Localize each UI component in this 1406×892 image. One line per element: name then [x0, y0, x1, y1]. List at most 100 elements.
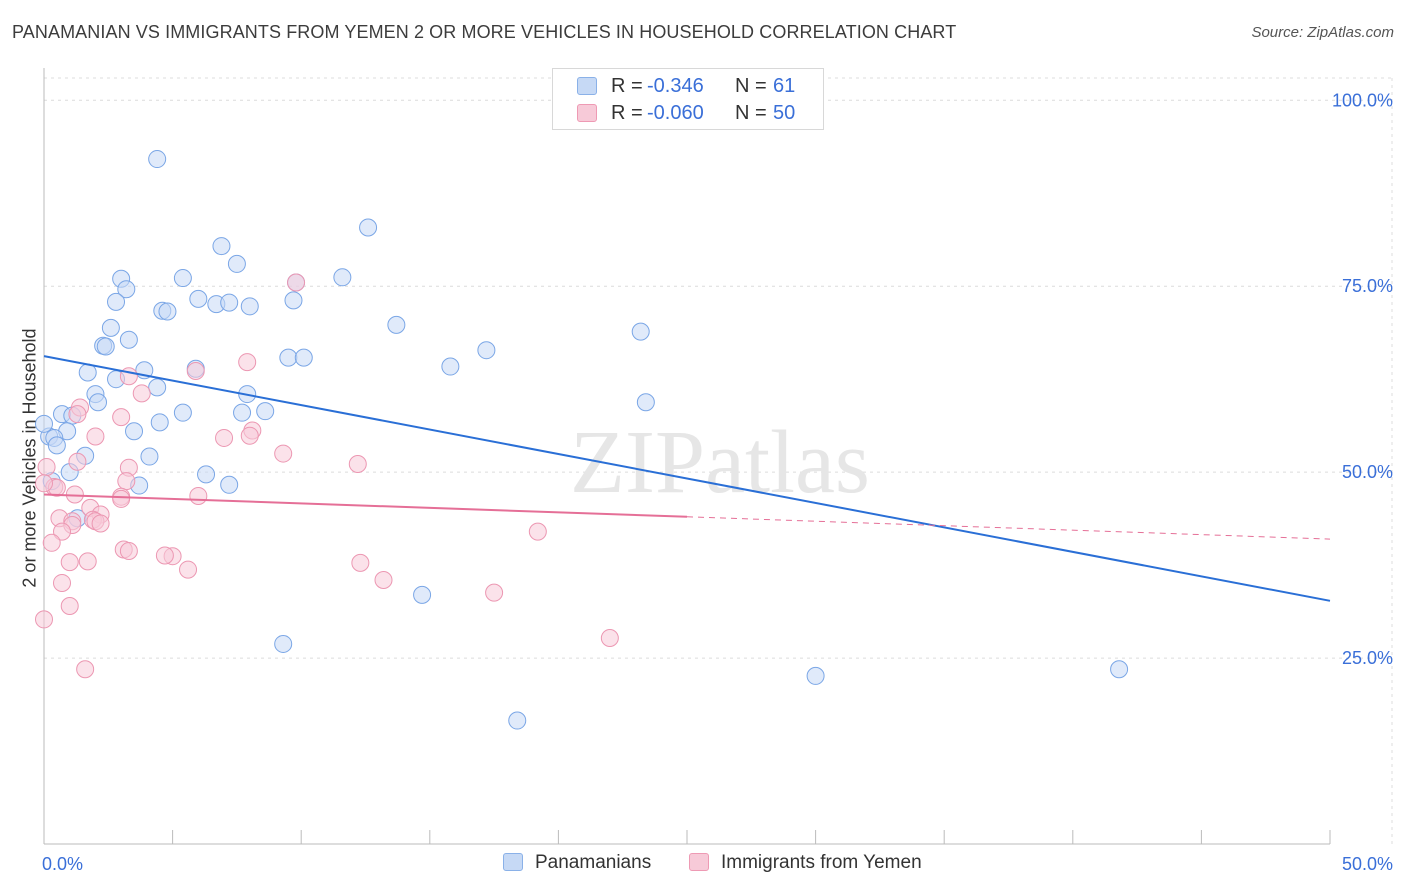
data-point: [189, 486, 208, 505]
data-point: [60, 553, 79, 572]
data-point: [220, 475, 239, 494]
data-point: [112, 408, 131, 427]
data-point: [636, 393, 655, 412]
data-point: [806, 666, 825, 685]
data-point: [294, 348, 313, 367]
data-point: [132, 384, 151, 403]
y-tick-label: 100.0%: [1332, 90, 1393, 110]
data-point: [148, 150, 167, 169]
y-tick-label: 75.0%: [1342, 276, 1393, 296]
data-point: [508, 711, 527, 730]
data-point: [240, 297, 259, 316]
data-point: [284, 291, 303, 310]
tick-labels: 25.0% 50.0% 75.0% 100.0% 0.0% 50.0%: [42, 90, 1393, 874]
data-point: [631, 322, 650, 341]
data-point: [60, 597, 79, 616]
y-tick-label: 25.0%: [1342, 648, 1393, 668]
data-point: [600, 628, 619, 647]
data-point: [477, 341, 496, 360]
data-point: [173, 269, 192, 288]
x-tick-label: 50.0%: [1342, 854, 1393, 874]
data-point: [53, 573, 72, 592]
legend-swatch-blue: [503, 853, 523, 871]
data-point: [101, 318, 120, 337]
y-axis-label: 2 or more Vehicles in Household: [19, 328, 40, 588]
legend-label: Panamanians: [535, 852, 652, 873]
data-point: [274, 634, 293, 653]
data-point: [212, 237, 231, 256]
data-point: [374, 570, 393, 589]
correlation-legend: R = -0.346 N = 61 R = -0.060 N = 50: [552, 68, 824, 130]
data-point: [197, 465, 216, 484]
data-point: [220, 293, 239, 312]
watermark: ZIPatlas: [570, 413, 870, 512]
data-point: [238, 353, 257, 372]
legend-n-value: 61: [773, 75, 796, 97]
x-tick-label: 0.0%: [42, 854, 83, 874]
data-point: [485, 583, 504, 602]
data-point: [125, 422, 144, 441]
data-point: [387, 315, 406, 334]
data-point: [413, 585, 432, 604]
data-point: [78, 552, 97, 571]
data-point: [158, 302, 177, 321]
data-point: [86, 427, 105, 446]
legend-swatch-pink: [689, 853, 709, 871]
data-point: [256, 402, 275, 421]
data-point: [119, 330, 138, 349]
data-point: [140, 447, 159, 466]
data-point: [227, 254, 246, 273]
data-point: [117, 280, 136, 299]
legend-r-label: R =: [611, 102, 643, 124]
data-point: [287, 273, 306, 292]
data-point: [233, 403, 252, 422]
y-tick-label: 50.0%: [1342, 462, 1393, 482]
legend-swatch-pink: [577, 104, 597, 122]
data-point: [150, 413, 169, 432]
panamanians-trend-line: [43, 355, 1331, 602]
data-point: [53, 522, 72, 541]
data-point: [173, 403, 192, 422]
legend-r-value: -0.060: [647, 102, 704, 124]
data-point: [35, 610, 53, 629]
chart-title: PANAMANIAN VS IMMIGRANTS FROM YEMEN 2 OR…: [12, 22, 957, 42]
data-point: [91, 514, 110, 533]
data-point: [333, 268, 352, 287]
legend-n-value: 50: [773, 102, 796, 124]
legend-r-value: -0.346: [647, 75, 704, 97]
data-point: [35, 474, 53, 493]
data-point: [89, 393, 108, 412]
data-point: [274, 444, 293, 463]
data-point: [148, 378, 167, 397]
legend-r-label: R =: [611, 75, 643, 97]
legend-label: Immigrants from Yemen: [721, 852, 922, 873]
yemen-trend-line: [43, 493, 688, 518]
data-point: [359, 218, 378, 237]
data-point: [1110, 660, 1129, 679]
trend-lines: [43, 355, 1331, 602]
data-point: [112, 489, 131, 508]
data-point: [42, 533, 61, 552]
legend-swatch-blue: [577, 77, 597, 95]
data-point: [119, 541, 138, 560]
data-point: [351, 553, 370, 572]
data-point: [68, 452, 87, 471]
yemen-points: [35, 273, 619, 679]
legend-n-label: N =: [735, 102, 767, 124]
source-label: Source: ZipAtlas.com: [1251, 24, 1394, 41]
data-point: [348, 454, 367, 473]
data-point: [528, 522, 547, 541]
data-point: [155, 546, 174, 565]
data-point: [240, 426, 259, 445]
axes: [43, 68, 1331, 845]
data-point: [179, 560, 198, 579]
yemen-trend-line-dashed: [686, 516, 1331, 540]
data-point: [47, 436, 66, 455]
data-point: [68, 405, 87, 424]
data-point: [215, 428, 234, 447]
data-point: [189, 289, 208, 308]
data-point: [37, 457, 56, 476]
data-point: [96, 337, 115, 356]
data-point: [117, 472, 136, 491]
